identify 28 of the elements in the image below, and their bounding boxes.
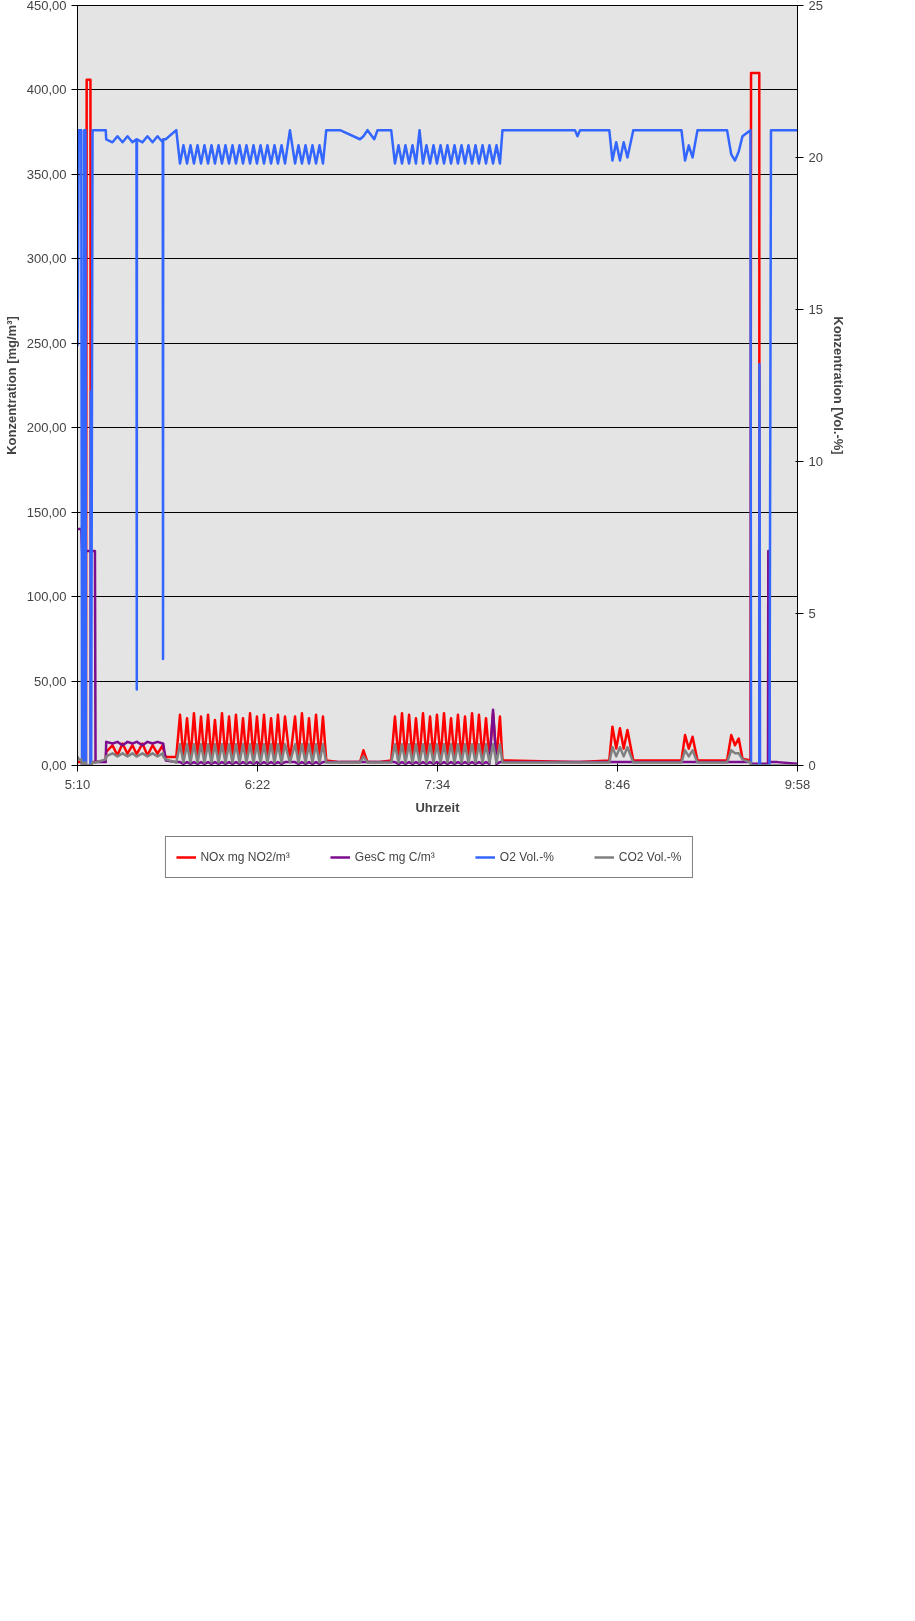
- y2-tick-label: 15: [808, 302, 823, 317]
- x-tick-label: 7:34: [424, 776, 451, 792]
- y-tick-label: 300,00: [26, 251, 67, 267]
- legend-label: NOx mg NO2/m³: [200, 850, 290, 864]
- x-tick-label: 5:10: [64, 776, 91, 792]
- y-tick-label: 450,00: [26, 0, 67, 13]
- y-tick-label: 250,00: [26, 335, 67, 351]
- y2-tick-label: 0: [808, 758, 816, 773]
- y-tick-label: 50,00: [33, 673, 67, 689]
- y-tick-label: 200,00: [26, 420, 67, 436]
- y2-tick-label: 20: [808, 150, 823, 165]
- y-tick-label: 0,00: [41, 758, 67, 773]
- x-tick-label: 9:58: [784, 776, 811, 792]
- y-tick-label: 350,00: [26, 166, 67, 182]
- x-tick-label: 8:46: [604, 776, 631, 792]
- y2-tick-label: 25: [808, 0, 823, 13]
- legend-label: GesC mg C/m³: [354, 850, 435, 864]
- y-axis-title: Konzentration [mg/m³]: [3, 316, 19, 455]
- x-axis-title: Uhrzeit: [415, 799, 461, 815]
- y2-axis-title: Konzentration [Vol.-%]: [830, 316, 846, 455]
- x-tick-label: 6:22: [244, 776, 271, 792]
- legend-label: O2 Vol.-%: [499, 850, 554, 864]
- y-tick-label: 150,00: [26, 504, 67, 520]
- legend-label: CO2 Vol.-%: [618, 850, 682, 864]
- y2-tick-label: 5: [808, 606, 816, 621]
- y2-tick-label: 10: [808, 454, 823, 469]
- y-tick-label: 400,00: [26, 82, 67, 98]
- y-tick-label: 100,00: [26, 589, 67, 605]
